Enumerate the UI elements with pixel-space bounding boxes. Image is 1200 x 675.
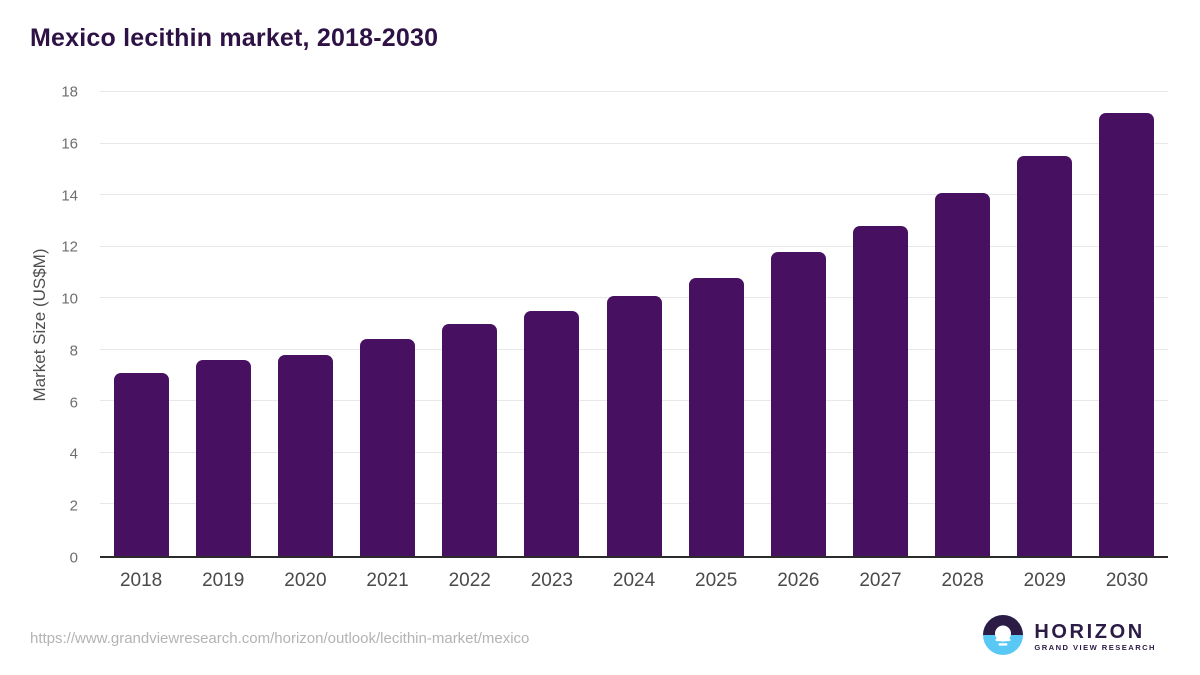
- y-tick-label-10: 10: [61, 290, 78, 308]
- horizon-logo-icon: [983, 615, 1024, 660]
- bar-2018: [113, 372, 169, 556]
- bar-2028: [935, 192, 991, 556]
- bar-2025: [688, 277, 744, 556]
- bar-2022: [442, 324, 498, 556]
- gridline-y-16: [100, 142, 1168, 144]
- y-tick-label-8: 8: [69, 342, 78, 360]
- gridline-y-18: [100, 91, 1168, 92]
- bar-slot-2025: [675, 92, 757, 556]
- x-tick-label-2028: 2028: [941, 570, 984, 591]
- bar-slot-2027: [839, 92, 921, 556]
- chart-title: Mexico lecithin market, 2018-2030: [30, 24, 439, 52]
- y-axis-tick-labels: 0 2 4 6 8 10 12 14 16 18: [0, 84, 88, 567]
- bar-slot-2022: [429, 92, 511, 556]
- bar-slot-2019: [182, 92, 264, 556]
- x-axis-tick-labels: 2018 2019 2020 2021 2022 2023 2024 2025 2026 2027…: [100, 570, 1168, 592]
- bar-2021: [360, 339, 416, 556]
- x-tick-label-2020: 2020: [284, 570, 327, 591]
- x-tick-label-2023: 2023: [530, 570, 573, 591]
- x-tick-label-2019: 2019: [202, 570, 245, 591]
- bar-slot-2026: [757, 92, 839, 556]
- y-tick-label-6: 6: [69, 394, 78, 412]
- y-tick-label-16: 16: [61, 135, 78, 153]
- x-tick-label-2024: 2024: [612, 570, 656, 591]
- plot-area: [100, 91, 1168, 558]
- bar-slot-2018: [100, 92, 182, 556]
- bar-slot-2023: [511, 92, 593, 556]
- y-tick-label-14: 14: [61, 187, 78, 205]
- gridline-y-12: [100, 245, 1168, 247]
- bar-slot-2021: [346, 92, 428, 556]
- y-tick-label-2: 2: [69, 497, 78, 515]
- bar-2020: [277, 354, 333, 556]
- gridline-y-14: [100, 194, 1168, 196]
- horizon-logo: HORIZON GRAND VIEW RESEARCH: [983, 615, 1156, 660]
- bar-series: [100, 92, 1168, 556]
- bar-slot-2029: [1004, 92, 1086, 556]
- bar-2026: [770, 251, 826, 556]
- horizon-logo-brand: HORIZON: [1034, 621, 1145, 643]
- bar-slot-2024: [593, 92, 675, 556]
- horizon-logo-text: HORIZON GRAND VIEW RESEARCH: [1034, 622, 1156, 653]
- y-tick-label-12: 12: [61, 238, 78, 256]
- y-tick-label-18: 18: [61, 83, 78, 101]
- bar-slot-2020: [264, 92, 346, 556]
- source-url: https://www.grandviewresearch.com/horizo…: [30, 630, 530, 647]
- bar-2023: [524, 311, 580, 556]
- y-tick-label-4: 4: [69, 445, 78, 463]
- bar-slot-2028: [922, 92, 1004, 556]
- bar-2019: [195, 360, 251, 556]
- bar-2030: [1099, 112, 1155, 556]
- bar-2027: [852, 226, 908, 556]
- x-tick-label-2021: 2021: [366, 570, 409, 591]
- bar-2024: [606, 295, 662, 556]
- x-tick-label-2025: 2025: [695, 570, 738, 591]
- x-tick-label-2029: 2029: [1023, 570, 1066, 591]
- bar-2029: [1017, 156, 1073, 556]
- x-tick-label-2027: 2027: [859, 570, 902, 591]
- x-tick-label-2018: 2018: [119, 570, 163, 591]
- horizon-logo-subbrand: GRAND VIEW RESEARCH: [1034, 643, 1156, 652]
- bar-slot-2030: [1086, 92, 1168, 556]
- x-tick-label-2026: 2026: [777, 570, 820, 591]
- y-tick-label-0: 0: [69, 549, 78, 567]
- x-tick-label-2022: 2022: [448, 570, 491, 591]
- x-tick-label-2030: 2030: [1105, 570, 1149, 591]
